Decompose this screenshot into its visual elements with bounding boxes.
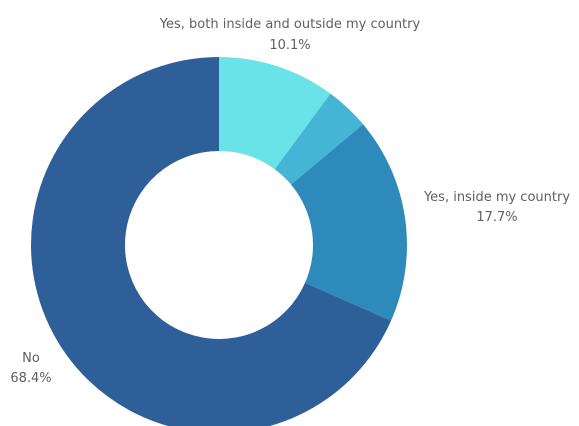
- donut-slice-2: [291, 124, 408, 321]
- labels-layer: Yes, both inside and outside my country …: [10, 17, 570, 386]
- slice-label-inside-country: Yes, inside my country: [423, 190, 570, 205]
- donut-slice-1: [274, 93, 364, 185]
- slice-value-both-inside-outside: 10.1%: [269, 38, 310, 53]
- donut-slice-0: [219, 57, 331, 170]
- slices-layer: [31, 57, 408, 426]
- slice-label-both-inside-outside: Yes, both inside and outside my country: [159, 17, 421, 32]
- donut-slice-3: [31, 57, 392, 426]
- slice-label-no: No: [22, 351, 40, 366]
- slice-value-inside-country: 17.7%: [476, 210, 517, 225]
- slice-value-no: 68.4%: [10, 371, 51, 386]
